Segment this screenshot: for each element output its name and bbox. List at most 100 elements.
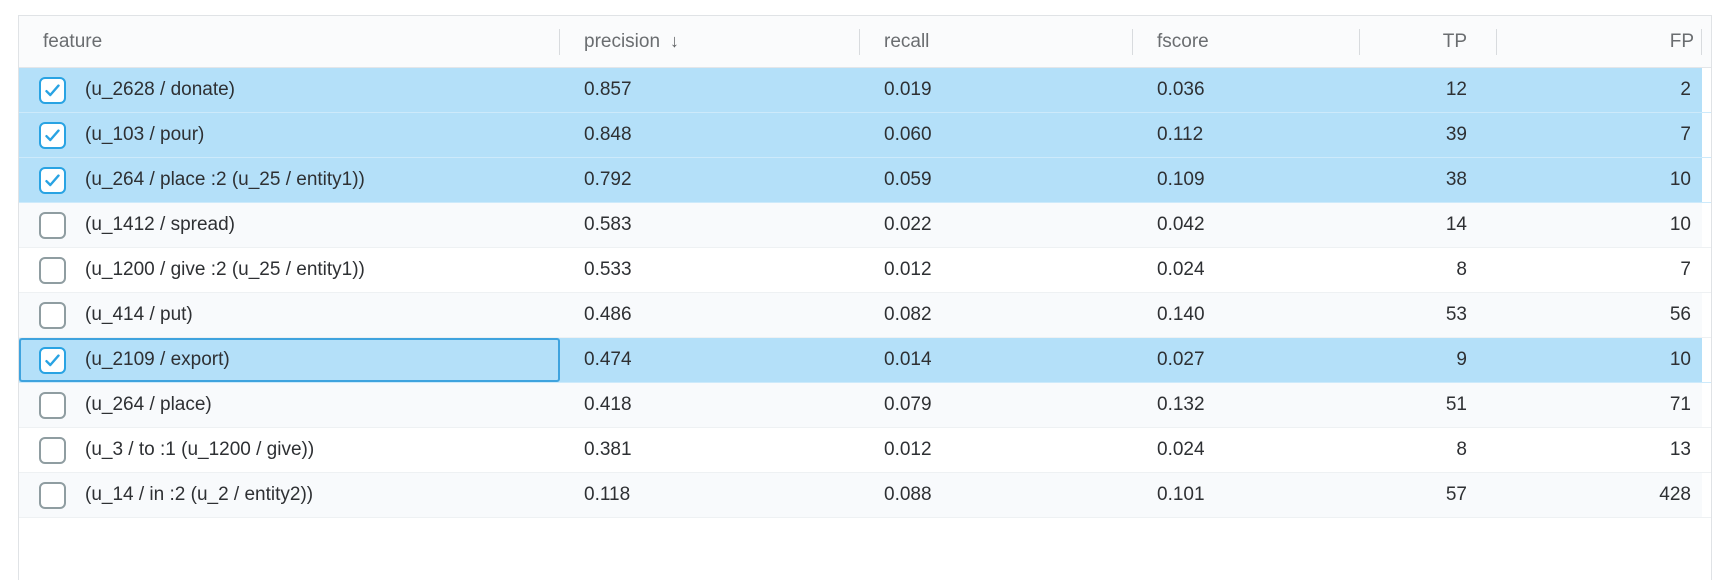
- table-row[interactable]: (u_2109 / export) 0.474 0.014 0.027 9 10: [19, 338, 1711, 383]
- recall-cell: 0.059: [860, 158, 1133, 202]
- column-header-tp[interactable]: TP: [1360, 16, 1497, 67]
- fp-value: 56: [1669, 304, 1691, 325]
- table-row[interactable]: (u_1200 / give :2 (u_25 / entity1)) 0.53…: [19, 248, 1711, 293]
- column-header-precision[interactable]: precision ↓: [560, 16, 860, 67]
- checkmark-icon: [45, 128, 60, 141]
- fscore-cell: 0.112: [1133, 113, 1360, 157]
- tp-value: 12: [1445, 79, 1467, 100]
- tp-cell: 39: [1360, 113, 1497, 157]
- fscore-value: 0.101: [1157, 484, 1205, 505]
- fp-cell: 10: [1497, 338, 1711, 382]
- fp-cell: 10: [1497, 203, 1711, 247]
- table-header: feature precision ↓ recall fscore TP FP: [19, 16, 1711, 68]
- precision-value: 0.418: [584, 394, 632, 415]
- features-table: feature precision ↓ recall fscore TP FP …: [18, 15, 1712, 580]
- fp-cell: 7: [1497, 113, 1711, 157]
- feature-cell: (u_2628 / donate): [19, 68, 560, 112]
- fscore-value: 0.036: [1157, 79, 1205, 100]
- precision-value: 0.118: [584, 484, 631, 505]
- recall-value: 0.019: [884, 79, 932, 100]
- precision-cell: 0.792: [560, 158, 860, 202]
- row-checkbox[interactable]: [39, 436, 66, 464]
- fscore-cell: 0.132: [1133, 383, 1360, 427]
- checkmark-icon: [45, 173, 60, 186]
- tp-cell: 51: [1360, 383, 1497, 427]
- fp-value: 10: [1669, 214, 1691, 235]
- precision-cell: 0.583: [560, 203, 860, 247]
- fp-value: 7: [1680, 124, 1691, 145]
- fp-value: 10: [1669, 169, 1691, 190]
- feature-cell: (u_2109 / export): [19, 338, 560, 382]
- fp-cell: 428: [1497, 473, 1711, 517]
- feature-cell: (u_1412 / spread): [19, 203, 560, 247]
- recall-value: 0.060: [884, 124, 932, 145]
- table-row[interactable]: (u_103 / pour) 0.848 0.060 0.112 39 7: [19, 113, 1711, 158]
- feature-label: (u_2109 / export): [85, 349, 230, 370]
- precision-cell: 0.418: [560, 383, 860, 427]
- recall-value: 0.088: [884, 484, 932, 505]
- row-checkbox[interactable]: [39, 256, 66, 284]
- fscore-cell: 0.024: [1133, 248, 1360, 292]
- feature-cell: (u_264 / place): [19, 383, 560, 427]
- fscore-cell: 0.109: [1133, 158, 1360, 202]
- row-checkbox[interactable]: [39, 76, 66, 104]
- feature-label: (u_264 / place): [85, 394, 212, 415]
- table-row[interactable]: (u_264 / place :2 (u_25 / entity1)) 0.79…: [19, 158, 1711, 203]
- tp-value: 14: [1445, 214, 1467, 235]
- fscore-value: 0.024: [1157, 259, 1205, 280]
- row-checkbox[interactable]: [39, 121, 66, 149]
- column-header-feature[interactable]: feature: [19, 16, 560, 67]
- checkmark-icon: [45, 83, 60, 96]
- tp-value: 39: [1445, 124, 1467, 145]
- row-checkbox[interactable]: [39, 391, 66, 419]
- recall-value: 0.082: [884, 304, 932, 325]
- recall-value: 0.022: [884, 214, 932, 235]
- feature-label: (u_414 / put): [85, 304, 193, 325]
- recall-value: 0.059: [884, 169, 932, 190]
- tp-cell: 8: [1360, 248, 1497, 292]
- table-row[interactable]: (u_1412 / spread) 0.583 0.022 0.042 14 1…: [19, 203, 1711, 248]
- tp-value: 53: [1445, 304, 1467, 325]
- column-header-fscore[interactable]: fscore: [1133, 16, 1360, 67]
- precision-cell: 0.381: [560, 428, 860, 472]
- recall-cell: 0.079: [860, 383, 1133, 427]
- row-checkbox[interactable]: [39, 346, 66, 374]
- row-checkbox[interactable]: [39, 211, 66, 239]
- row-checkbox[interactable]: [39, 301, 66, 329]
- fp-cell: 71: [1497, 383, 1711, 427]
- column-header-recall[interactable]: recall: [860, 16, 1133, 67]
- precision-cell: 0.857: [560, 68, 860, 112]
- row-checkbox[interactable]: [39, 481, 66, 509]
- fscore-value: 0.042: [1157, 214, 1205, 235]
- table-row[interactable]: (u_3 / to :1 (u_1200 / give)) 0.381 0.01…: [19, 428, 1711, 473]
- fscore-value: 0.024: [1157, 439, 1205, 460]
- fp-cell: 2: [1497, 68, 1711, 112]
- tp-cell: 12: [1360, 68, 1497, 112]
- recall-cell: 0.022: [860, 203, 1133, 247]
- column-header-fp[interactable]: FP: [1497, 16, 1702, 67]
- tp-cell: 38: [1360, 158, 1497, 202]
- precision-value: 0.533: [584, 259, 632, 280]
- table-row[interactable]: (u_414 / put) 0.486 0.082 0.140 53 56: [19, 293, 1711, 338]
- fscore-cell: 0.027: [1133, 338, 1360, 382]
- table-row[interactable]: (u_14 / in :2 (u_2 / entity2)) 0.118 0.0…: [19, 473, 1711, 518]
- tp-cell: 9: [1360, 338, 1497, 382]
- precision-cell: 0.533: [560, 248, 860, 292]
- feature-label: (u_264 / place :2 (u_25 / entity1)): [85, 169, 365, 190]
- tp-cell: 8: [1360, 428, 1497, 472]
- table-row[interactable]: (u_264 / place) 0.418 0.079 0.132 51 71: [19, 383, 1711, 428]
- precision-value: 0.381: [584, 439, 632, 460]
- fscore-value: 0.132: [1157, 394, 1205, 415]
- recall-cell: 0.014: [860, 338, 1133, 382]
- feature-label: (u_1200 / give :2 (u_25 / entity1)): [85, 259, 365, 280]
- fscore-cell: 0.042: [1133, 203, 1360, 247]
- tp-cell: 14: [1360, 203, 1497, 247]
- recall-value: 0.014: [884, 349, 932, 370]
- table-row[interactable]: (u_2628 / donate) 0.857 0.019 0.036 12 2: [19, 68, 1711, 113]
- fscore-value: 0.027: [1157, 349, 1205, 370]
- precision-value: 0.486: [584, 304, 632, 325]
- recall-cell: 0.012: [860, 248, 1133, 292]
- fp-value: 13: [1669, 439, 1691, 460]
- column-header-feature-label: feature: [43, 30, 103, 52]
- row-checkbox[interactable]: [39, 166, 66, 194]
